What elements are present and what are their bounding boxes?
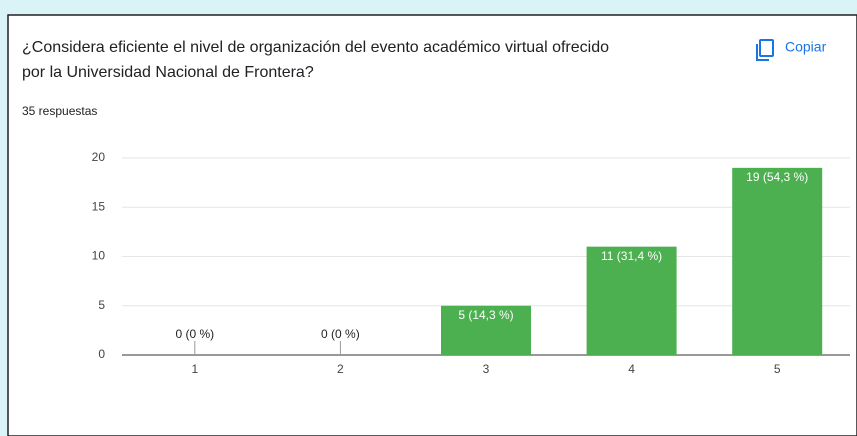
bar [441,305,531,355]
data-label: 19 (54,3 %) [746,170,808,184]
x-tick-label: 1 [191,362,198,376]
x-tick-label: 2 [337,362,344,376]
chart-title: por la Universidad Nacional de Frontera? [22,64,314,81]
x-tick-label: 3 [483,362,490,376]
y-tick-label: 10 [92,249,106,263]
data-label: 5 (14,3 %) [458,308,513,322]
card [7,14,857,436]
y-tick-label: 20 [92,150,106,164]
data-label: 0 (0 %) [321,327,360,341]
copy-icon [759,39,774,57]
chart-title: ¿Considera eficiente el nivel de organiz… [22,39,609,56]
chart-subtitle: 35 respuestas [22,104,97,118]
bar [732,167,823,355]
copy-button[interactable]: Copiar [756,39,827,61]
y-tick-label: 15 [92,199,106,213]
x-tick-label: 5 [774,362,781,376]
y-tick-label: 0 [98,347,105,361]
bar [586,246,677,355]
data-label: 11 (31,4 %) [601,249,662,263]
copy-label[interactable]: Copiar [785,39,827,55]
x-tick-label: 4 [628,362,635,376]
y-tick-label: 5 [98,298,105,312]
data-label: 0 (0 %) [175,327,214,341]
copy-icon [756,44,769,61]
